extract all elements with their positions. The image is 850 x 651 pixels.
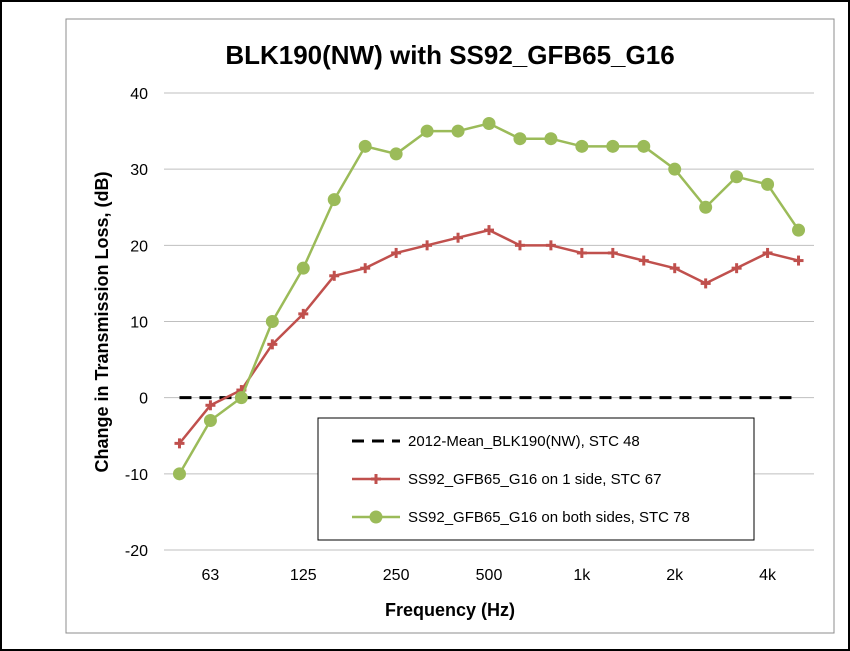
data-point [575,139,589,153]
data-point [360,263,371,274]
data-point [514,240,525,251]
x-tick-label: 63 [202,567,220,584]
x-tick-label: 4k [759,567,777,584]
data-point [793,255,804,266]
y-tick-label: 20 [130,238,148,255]
data-point [544,132,558,146]
data-point [545,240,556,251]
series-layer [172,116,806,481]
legend-marker [371,474,381,484]
legend-entry: 2012-Mean_BLK190(NW), STC 48 [352,433,640,450]
data-point [451,124,465,138]
legend-entry: SS92_GFB65_G16 on both sides, STC 78 [352,509,690,526]
data-point [669,263,680,274]
data-point [298,308,309,319]
data-point [358,139,372,153]
data-point [329,270,340,281]
legend-label: SS92_GFB65_G16 on both sides, STC 78 [408,509,690,526]
data-point [576,247,587,258]
data-point [172,467,186,481]
legend-marker [369,510,383,524]
data-point [700,278,711,289]
data-point [638,255,649,266]
chart-area-border [65,18,835,634]
x-tick-label: 500 [476,567,503,584]
y-tick-label: 30 [130,162,148,179]
y-tick-label: 0 [139,391,148,408]
chart-title: BLK190(NW) with SS92_GFB65_G16 [225,40,674,70]
data-point [731,263,742,274]
y-axis-label: Change in Transmission Loss, (dB) [92,171,112,472]
data-point [267,339,278,350]
data-point [453,232,464,243]
data-point [296,261,310,275]
x-tick-label: 125 [290,567,317,584]
data-point [205,400,216,411]
data-point [762,247,773,258]
y-tick-label: -20 [125,543,148,560]
data-point [265,315,279,328]
series-2 [174,225,804,449]
legend-label: 2012-Mean_BLK190(NW), STC 48 [408,433,640,450]
series-3 [172,116,806,481]
data-point [607,247,618,258]
y-tick-label: 40 [130,86,148,103]
data-point [174,438,185,449]
y-tick-label: -10 [125,467,148,484]
x-axis-label: Frequency (Hz) [385,600,515,620]
data-point [327,193,341,207]
data-point [637,139,651,153]
data-point [761,177,775,191]
data-point [389,147,403,161]
legend-label: SS92_GFB65_G16 on 1 side, STC 67 [408,471,661,488]
data-point [730,170,744,184]
data-point [606,139,620,153]
data-point [484,225,494,236]
data-point [203,414,217,428]
y-axis-ticks: 40 30 20 10 0 -10 -20 [125,86,148,560]
data-point [513,132,527,146]
data-point [422,240,433,251]
data-point [699,200,713,214]
data-point [234,391,248,405]
y-tick-label: 10 [130,315,148,332]
data-point [391,247,402,258]
x-axis-ticks: 63 125 250 500 1k 2k 4k [202,567,777,584]
data-point [792,223,806,237]
legend: 2012-Mean_BLK190(NW), STC 48 SS92_GFB65_G… [317,417,755,541]
data-point [482,116,496,130]
data-point [420,124,434,138]
legend-entry: SS92_GFB65_G16 on 1 side, STC 67 [352,471,661,488]
x-tick-label: 1k [573,567,591,584]
x-tick-label: 250 [383,567,410,584]
data-point [668,162,682,176]
x-tick-label: 2k [666,567,684,584]
